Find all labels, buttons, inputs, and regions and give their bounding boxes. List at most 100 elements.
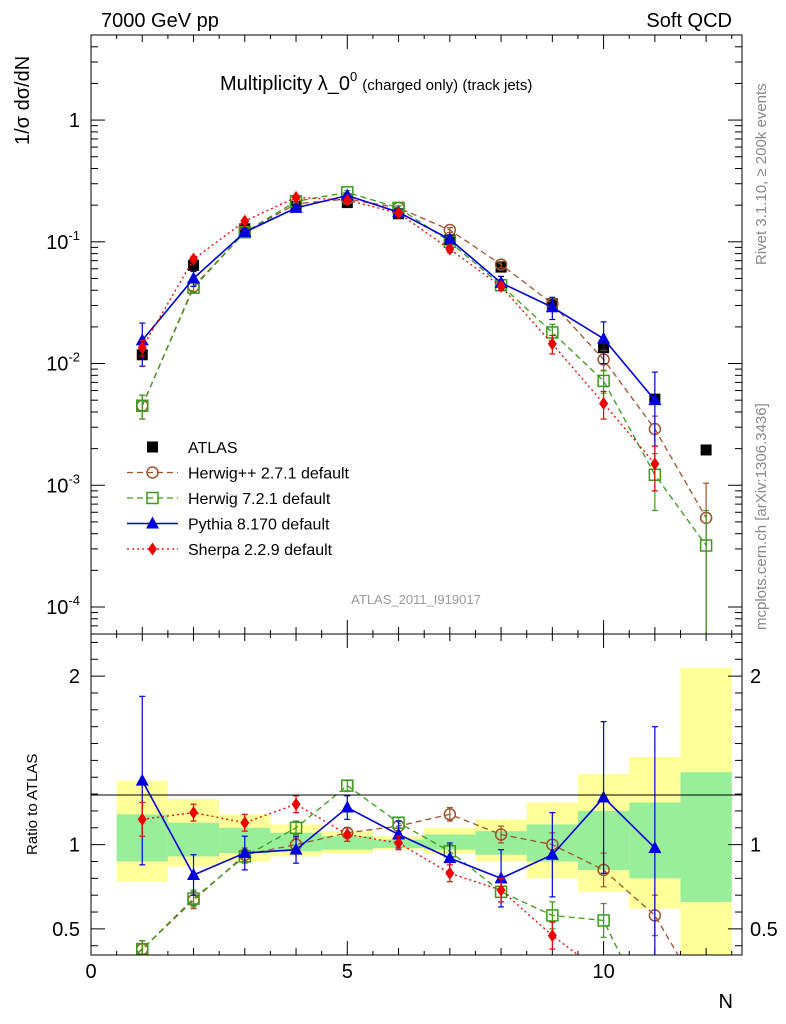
ratio-point-pythia bbox=[289, 842, 303, 855]
ratio-point-sherpa bbox=[291, 797, 301, 811]
main-y-tick-label: 10-4 bbox=[46, 593, 80, 619]
series-sherpa bbox=[137, 190, 660, 492]
ratio-uncertainty-bands bbox=[116, 667, 732, 955]
point-sherpa bbox=[445, 242, 455, 256]
ratio-point-pythia bbox=[392, 827, 406, 840]
ratio-point-pythia bbox=[597, 790, 611, 803]
ratio-point-herwigpp bbox=[443, 808, 457, 821]
series-herwigpp bbox=[136, 192, 713, 634]
main-y-tick-mantissa: 10 bbox=[46, 354, 68, 376]
legend: ATLAS Herwig++ 2.7.1 default Herwig 7.2.1 … bbox=[127, 440, 350, 559]
ratio-point-pythia bbox=[340, 800, 354, 813]
x-tick-label: 5 bbox=[342, 961, 353, 983]
band-inner-bin bbox=[167, 822, 220, 857]
ratio-y-tick-label-left: 2 bbox=[69, 666, 80, 688]
main-y-tick-mantissa: 10 bbox=[46, 232, 68, 254]
band-inner-bin bbox=[321, 836, 373, 850]
point-pythia bbox=[238, 225, 252, 238]
series-pythia bbox=[135, 188, 662, 465]
ratio-point-pythia bbox=[648, 841, 662, 853]
ratio-point-sherpa bbox=[189, 806, 199, 820]
legend-label-data: ATLAS bbox=[188, 440, 238, 457]
legend-entry-data: ATLAS bbox=[147, 440, 238, 457]
main-y-tick-labels: 10-410-310-210-11 bbox=[46, 110, 80, 619]
ratio-point-herwig7 bbox=[597, 914, 610, 927]
main-title-superscript: 0 bbox=[350, 69, 357, 84]
mcplots-label: mcplots.cern.ch [arXiv:1306.3436] bbox=[753, 403, 770, 630]
legend-entry-herwigpp: Herwig++ 2.7.1 default bbox=[127, 466, 350, 483]
legend-marker-sherpa bbox=[148, 542, 157, 556]
ratio-point-sherpa bbox=[240, 816, 250, 830]
ratio-y-tick-label-right: 2 bbox=[750, 666, 761, 688]
ratio-y-tick-label-right: 0.5 bbox=[750, 919, 778, 941]
ratio-point-pythia bbox=[135, 773, 149, 786]
point-pythia bbox=[443, 232, 457, 245]
main-y-tick-mantissa: 1 bbox=[69, 110, 80, 132]
ratio-series-pythia bbox=[135, 695, 662, 955]
point-sherpa bbox=[650, 457, 660, 471]
point-pythia bbox=[597, 331, 611, 344]
main-y-tick-label: 10-1 bbox=[46, 228, 80, 254]
main-y-tick-exponent: -1 bbox=[68, 228, 80, 243]
series-line-sherpa bbox=[141, 196, 656, 465]
ratio-y-axis-title: Ratio to ATLAS bbox=[24, 754, 41, 855]
point-sherpa bbox=[189, 252, 199, 266]
ratio-point-sherpa bbox=[445, 866, 455, 880]
point-herwig7 bbox=[597, 374, 610, 388]
point-sherpa bbox=[240, 214, 250, 228]
ratio-point-pythia bbox=[187, 867, 201, 880]
legend-entry-sherpa: Sherpa 2.2.9 default bbox=[127, 542, 333, 559]
legend-entry-herwig7: Herwig 7.2.1 default bbox=[127, 491, 331, 508]
x-tick-label: 0 bbox=[85, 961, 96, 983]
point-data bbox=[700, 444, 712, 456]
point-pythia bbox=[648, 393, 662, 406]
main-y-tick-label: 1 bbox=[69, 110, 80, 132]
ratio-y-tick-label-left: 1 bbox=[69, 835, 80, 857]
analysis-watermark: ATLAS_2011_I919017 bbox=[351, 592, 481, 607]
ratio-point-sherpa bbox=[496, 883, 506, 897]
main-y-tick-exponent: -2 bbox=[68, 350, 80, 365]
main-title-text: Multiplicity λ_0 bbox=[220, 73, 350, 95]
legend-marker-data bbox=[147, 441, 158, 453]
ratio-point-sherpa bbox=[137, 812, 147, 826]
ratio-point-herwig7 bbox=[289, 821, 303, 835]
main-title: Multiplicity λ_00 (charged only) (track j… bbox=[220, 69, 532, 95]
band-inner-bin bbox=[680, 772, 732, 902]
band-inner-bin bbox=[424, 834, 476, 850]
main-panel-series bbox=[135, 186, 713, 634]
legend-marker-herwig7 bbox=[146, 491, 159, 505]
point-sherpa bbox=[394, 206, 404, 220]
ratio-point-sherpa bbox=[342, 828, 352, 842]
axis-ticks bbox=[90, 34, 742, 955]
ratio-point-sherpa bbox=[394, 836, 404, 850]
main-title-suffix: (charged only) (track jets) bbox=[362, 77, 532, 94]
ratio-point-sherpa bbox=[547, 929, 557, 943]
x-axis-title: N bbox=[719, 991, 733, 1013]
ratio-point-herwig7 bbox=[546, 909, 559, 922]
ratio-point-pythia bbox=[238, 846, 252, 859]
ratio-y-tick-label-right: 1 bbox=[750, 835, 761, 857]
point-sherpa bbox=[496, 279, 506, 293]
point-sherpa bbox=[137, 341, 147, 355]
ratio-point-herwig7 bbox=[341, 779, 354, 792]
ratio-point-pythia bbox=[443, 851, 457, 864]
point-sherpa bbox=[342, 193, 352, 207]
header-right: Soft QCD bbox=[646, 10, 732, 32]
legend-label-herwig7: Herwig 7.2.1 default bbox=[188, 491, 331, 508]
legend-marker-herwigpp bbox=[146, 466, 159, 479]
ratio-series-sherpa bbox=[137, 795, 580, 955]
legend-label-herwigpp: Herwig++ 2.7.1 default bbox=[188, 466, 350, 483]
point-pythia bbox=[187, 271, 201, 284]
ratio-point-herwigpp bbox=[494, 828, 508, 841]
ratio-point-pythia bbox=[545, 847, 559, 860]
legend-label-pythia: Pythia 8.170 default bbox=[188, 517, 330, 534]
point-herwig7 bbox=[699, 539, 713, 552]
main-y-tick-exponent: -3 bbox=[68, 471, 80, 486]
point-pythia bbox=[545, 300, 559, 313]
main-y-tick-label: 10-3 bbox=[46, 471, 80, 497]
point-sherpa bbox=[547, 337, 557, 351]
point-herwigpp bbox=[494, 258, 508, 271]
header-left: 7000 GeV pp bbox=[101, 10, 219, 32]
main-y-axis-title: 1/σ dσ/dN bbox=[12, 56, 34, 145]
